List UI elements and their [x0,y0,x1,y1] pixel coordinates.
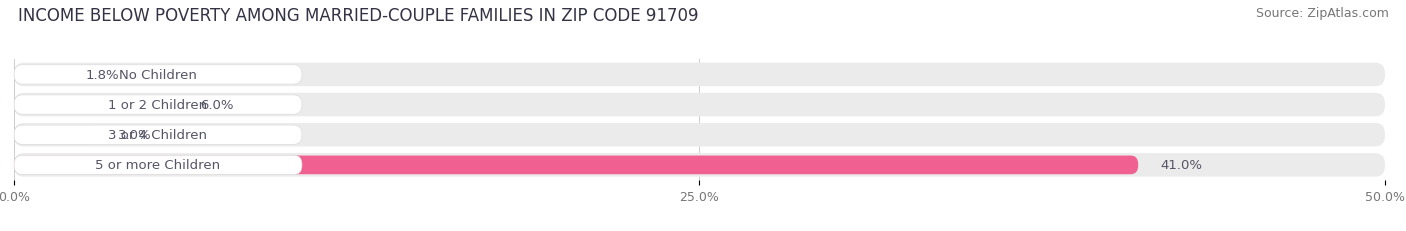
FancyBboxPatch shape [14,65,302,85]
Text: INCOME BELOW POVERTY AMONG MARRIED-COUPLE FAMILIES IN ZIP CODE 91709: INCOME BELOW POVERTY AMONG MARRIED-COUPL… [18,7,699,25]
Text: 5 or more Children: 5 or more Children [96,159,221,172]
Text: 3.0%: 3.0% [118,129,152,142]
FancyBboxPatch shape [14,156,1139,174]
FancyBboxPatch shape [14,123,1385,147]
FancyBboxPatch shape [14,95,302,115]
Text: 6.0%: 6.0% [201,99,233,112]
FancyBboxPatch shape [14,63,1385,87]
FancyBboxPatch shape [14,125,302,145]
Text: No Children: No Children [120,69,197,82]
Text: 41.0%: 41.0% [1160,159,1202,172]
FancyBboxPatch shape [14,96,179,114]
FancyBboxPatch shape [14,93,1385,117]
FancyBboxPatch shape [14,155,302,175]
Text: 3 or 4 Children: 3 or 4 Children [108,129,208,142]
Text: 1.8%: 1.8% [86,69,120,82]
Text: Source: ZipAtlas.com: Source: ZipAtlas.com [1256,7,1389,20]
Text: 1 or 2 Children: 1 or 2 Children [108,99,208,112]
FancyBboxPatch shape [14,126,96,144]
FancyBboxPatch shape [14,153,1385,177]
FancyBboxPatch shape [14,66,63,84]
